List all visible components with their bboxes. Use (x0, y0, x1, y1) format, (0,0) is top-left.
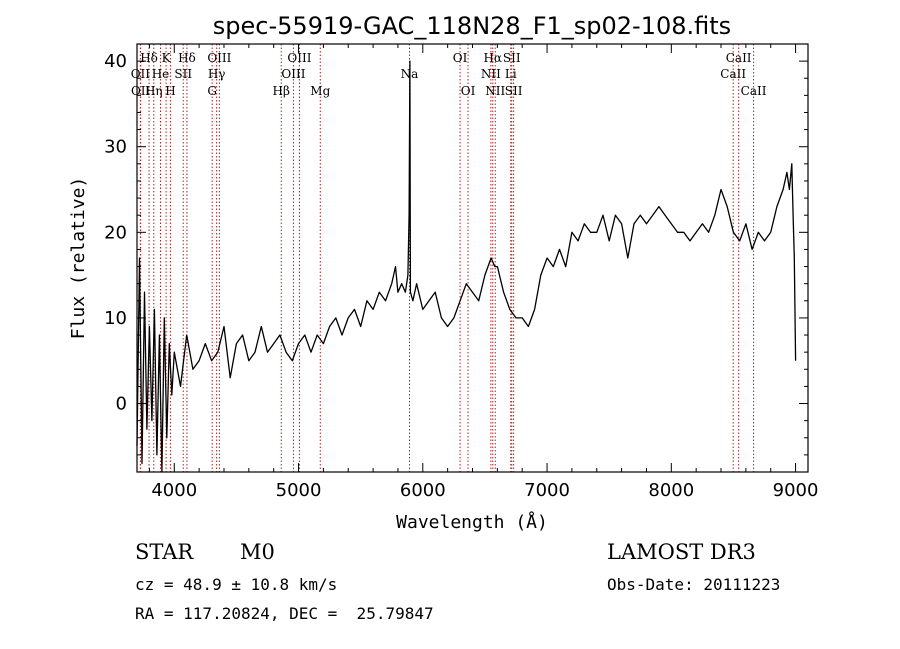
line-marker-label: Mg (310, 84, 330, 98)
line-marker-label: Li (505, 67, 517, 81)
sky-coordinates: RA = 117.20824, DEC = 25.79847 (135, 604, 434, 623)
line-marker-label: K (162, 51, 172, 65)
y-tick-label: 30 (104, 137, 127, 158)
x-tick-label: 9000 (773, 480, 819, 501)
line-marker-label: SII (505, 84, 523, 98)
line-marker-label: OII (131, 67, 151, 81)
y-tick-label: 40 (104, 51, 127, 72)
plot-frame (136, 43, 809, 473)
spectrum-line (136, 60, 797, 473)
line-marker-label: OI (453, 51, 468, 65)
object-class: STAR (135, 540, 194, 564)
line-marker-label: Hγ (208, 67, 226, 81)
line-marker-label: CaII (720, 67, 746, 81)
observation-date: Obs-Date: 20111223 (607, 575, 781, 594)
chart-title: spec-55919-GAC_118N28_F1_sp02-108.fits (213, 12, 731, 40)
line-marker-label: H (165, 84, 175, 98)
spectral-line-markers (139, 44, 755, 472)
line-marker-label: NII (481, 67, 501, 81)
line-marker-label: SII (503, 51, 521, 65)
x-tick-label: 8000 (648, 480, 694, 501)
redshift-velocity: cz = 48.9 ± 10.8 km/s (135, 575, 338, 594)
x-tick-label: 6000 (400, 480, 446, 501)
line-marker-label: Hδ (140, 51, 158, 65)
line-marker-label: OIII (281, 67, 305, 81)
line-marker-label: OIII (287, 51, 311, 65)
line-marker-label: CaII (726, 51, 752, 65)
survey-release: LAMOST DR3 (607, 540, 756, 564)
line-marker-label: Hδ (178, 51, 196, 65)
line-marker-label: Hη (145, 84, 163, 98)
line-marker-label: CaII (741, 84, 767, 98)
line-marker-label: OI (461, 84, 476, 98)
line-marker-label: G (207, 84, 217, 98)
line-marker-label: OII (131, 84, 151, 98)
y-tick-label: 20 (104, 222, 127, 243)
line-marker-label: He (152, 67, 170, 81)
line-marker-label: SII (174, 67, 192, 81)
x-tick-label: 7000 (524, 480, 570, 501)
axis-ticks: 4000 5000 6000 7000 8000 9000 0 10 20 30 40 (104, 43, 819, 501)
object-subclass: M0 (240, 540, 275, 564)
line-marker-label: Hβ (273, 84, 290, 98)
line-marker-label: NII (485, 84, 505, 98)
line-marker-label: OIII (207, 51, 231, 65)
y-tick-label: 10 (104, 308, 127, 329)
y-axis-title: Flux (relative) (68, 177, 89, 340)
x-tick-label: 5000 (276, 480, 322, 501)
y-tick-label: 0 (116, 394, 127, 415)
x-tick-label: 4000 (151, 480, 197, 501)
line-marker-label: Hα (483, 51, 502, 65)
x-axis-title: Wavelength (Å) (396, 511, 548, 533)
